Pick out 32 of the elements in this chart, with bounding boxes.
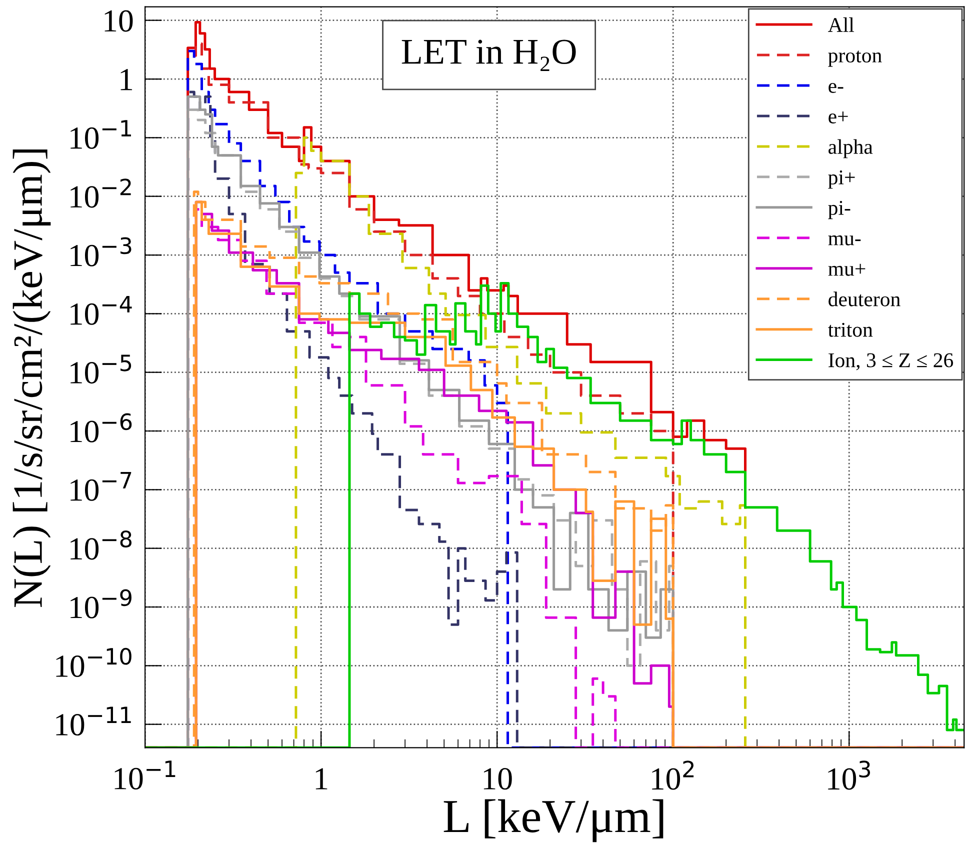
- y-tick-label: 10: [104, 10, 133, 32]
- y-tick-label: 10$^{−11}$: [56, 706, 131, 736]
- y-tick-label: 10$^{−8}$: [70, 530, 132, 560]
- legend-label: deuteron: [828, 292, 900, 306]
- y-tick-label: 10$^{−6}$: [70, 413, 132, 442]
- x-tick-label: 10$^{2}$: [652, 760, 694, 790]
- y-axis-title: N(L) [1/s/sr/cm²/(keV/μm)]: [12, 149, 51, 607]
- x-tick-label: 10$^{3}$: [828, 760, 870, 790]
- legend-label: triton: [828, 322, 873, 337]
- x-tick-label: 1: [316, 768, 328, 790]
- y-tick-label: 1: [120, 69, 132, 90]
- legend-label: e-: [828, 82, 844, 93]
- y-tick-label: 10$^{−2}$: [70, 178, 131, 208]
- legend-label: e+: [828, 111, 848, 124]
- y-tick-label: 10$^{−1}$: [70, 120, 131, 149]
- y-tick-label: 10$^{−9}$: [70, 589, 132, 618]
- annotation: LET in H₂O: [402, 40, 576, 72]
- x-tick-label: 10: [484, 768, 512, 790]
- legend-label: All: [828, 17, 854, 32]
- legend-label: proton: [828, 50, 882, 67]
- legend-label: mu+: [828, 264, 866, 276]
- y-tick-label: 10$^{−10}$: [56, 648, 132, 678]
- legend-label: pi+: [828, 170, 855, 189]
- y-tick-label: 10$^{−7}$: [70, 472, 132, 501]
- legend-label: alpha: [828, 139, 873, 158]
- legend-label: pi-: [828, 200, 850, 220]
- y-tick-label: 10$^{−3}$: [70, 237, 132, 266]
- y-tick-label: 10$^{−5}$: [70, 354, 132, 384]
- legend-label: Ion, 3 ≤ Z ≤ 26: [828, 353, 954, 370]
- x-axis-title: L [keV/μm]: [444, 799, 664, 842]
- legend-label: mu-: [828, 235, 861, 246]
- y-tick-label: 10$^{−4}$: [70, 296, 132, 325]
